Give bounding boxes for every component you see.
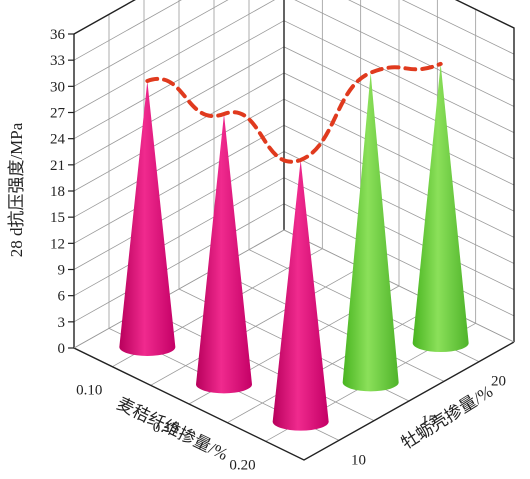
x-tick-label: 0.20 [229, 457, 255, 473]
cone [342, 72, 399, 392]
x-tick-label: 0.10 [76, 383, 102, 399]
grid-line [227, 304, 438, 424]
cone-body [412, 63, 469, 353]
cone [272, 160, 329, 431]
y-tick-label: 20 [491, 374, 506, 390]
y-tick-label: 15 [421, 413, 436, 429]
z-tick-label: 33 [50, 53, 65, 69]
z-tick-label: 21 [50, 158, 65, 174]
x-tick-label: 0.15 [153, 420, 179, 436]
chart-trend [145, 61, 443, 164]
z-tick-label: 27 [50, 106, 66, 122]
y-axis-title: 牡蛎壳掺量/% [398, 382, 496, 453]
z-tick-label: 18 [50, 184, 65, 200]
z-tick-label: 12 [50, 236, 65, 252]
cone [412, 63, 469, 353]
cone-body [196, 113, 252, 394]
z-tick-label: 15 [50, 210, 65, 226]
x-axis-title: 麦秸纤维掺量/% [114, 394, 231, 464]
grid-line [73, 20, 515, 140]
y-tick-label: 10 [351, 452, 366, 468]
grid-line [73, 0, 515, 35]
trend-line [145, 61, 443, 164]
cone [119, 80, 176, 356]
cone-body [342, 72, 399, 392]
z-tick-label: 30 [50, 79, 65, 95]
z-tick-label: 36 [50, 27, 66, 43]
z-tick-label: 24 [50, 132, 66, 148]
grid-line [73, 0, 515, 61]
cone-body [272, 160, 329, 431]
cone-body [119, 80, 176, 356]
z-tick-label: 9 [58, 263, 66, 279]
z-tick-label: 6 [58, 289, 66, 305]
axis-frame [73, 0, 515, 342]
axis-frame [283, 229, 515, 343]
axis-frame [73, 229, 285, 349]
grid-line [73, 0, 515, 87]
z-tick-label: 0 [58, 341, 66, 357]
grid-line [73, 0, 515, 113]
z-tick-label: 3 [58, 315, 66, 331]
z-axis-title: 28 d抗压强度/MPa [7, 122, 26, 257]
cone [196, 113, 252, 394]
chart-cones [119, 63, 469, 431]
